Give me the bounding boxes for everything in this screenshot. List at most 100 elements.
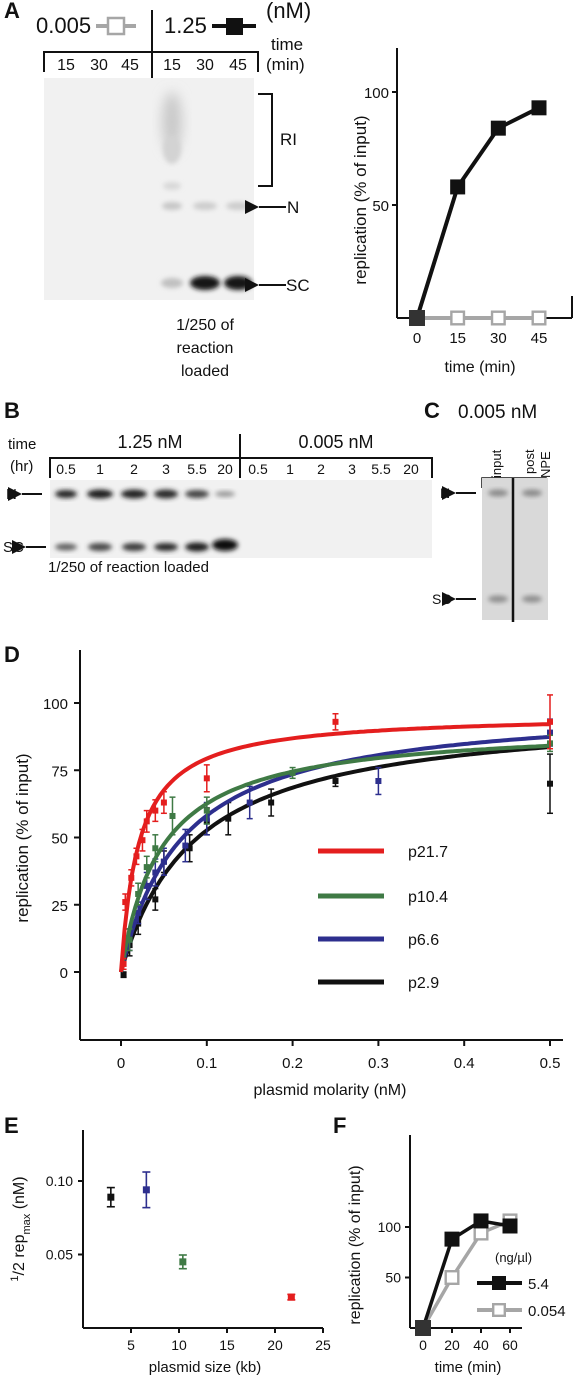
- legend-unit: (nM): [266, 0, 311, 23]
- x-tick-label: 0: [419, 1337, 427, 1353]
- data-point: [531, 310, 547, 326]
- y-axis-label: replication (% of input): [13, 753, 32, 922]
- y-tick-label: 100: [378, 1219, 402, 1235]
- gel-c: [482, 478, 548, 622]
- x-axis-label: plasmid size (kb): [149, 1359, 262, 1376]
- x-tick-label: 0.5: [540, 1055, 561, 1072]
- x-tick-label: 0: [117, 1055, 125, 1072]
- band-label-n: N: [440, 485, 450, 501]
- x-tick-label: 20: [444, 1337, 460, 1353]
- data-point: [142, 1186, 150, 1194]
- lane-label: 0.5: [248, 461, 268, 477]
- legend-label: p6.6: [408, 932, 439, 949]
- band-label-sc: SC: [432, 591, 451, 607]
- data-point: [186, 845, 193, 852]
- data-point: [152, 869, 159, 876]
- x-tick-label: 15: [449, 330, 466, 347]
- data-point: [133, 853, 140, 860]
- y-axis-label-part: 2: [11, 1262, 28, 1271]
- x-tick-label: 5: [127, 1337, 135, 1353]
- data-point: [502, 1218, 518, 1234]
- data-point: [169, 812, 176, 819]
- data-point: [179, 1258, 187, 1266]
- lane-label: 45: [121, 57, 139, 74]
- y-axis-label-part: (nM): [11, 1176, 28, 1213]
- data-point: [450, 179, 466, 195]
- y-tick-label: 25: [51, 898, 68, 915]
- legend-label: p21.7: [408, 844, 448, 861]
- data-point: [143, 864, 150, 871]
- y-tick-label: 100: [43, 696, 68, 713]
- time-unit-label: (hr): [10, 458, 33, 475]
- data-point: [152, 845, 159, 852]
- gel-b-caption: 1/250 of reaction loaded: [48, 559, 209, 576]
- data-point: [332, 778, 339, 785]
- lane-label: 1: [96, 461, 104, 477]
- band-label-sc: SC: [3, 539, 24, 556]
- data-point: [268, 799, 275, 806]
- data-point: [143, 818, 150, 825]
- data-point: [450, 310, 466, 326]
- lane-label: 5.5: [187, 461, 207, 477]
- data-point: [152, 896, 159, 903]
- lane-label: 45: [229, 57, 247, 74]
- legend-label: p2.9: [408, 975, 439, 992]
- data-point: [107, 1193, 115, 1201]
- lane-label: 30: [90, 57, 108, 74]
- y-tick-label: 50: [372, 198, 389, 215]
- x-tick-label: 60: [502, 1337, 518, 1353]
- time-label: time: [271, 35, 303, 54]
- legend-marker: [492, 1276, 506, 1290]
- x-tick-label: 40: [473, 1337, 489, 1353]
- gel-b-band-labels: N SC: [3, 486, 46, 556]
- data-point: [332, 718, 339, 725]
- x-tick-label: 45: [531, 330, 548, 347]
- y-axis-label: replication (% of input): [347, 1165, 364, 1324]
- group-label-high: 1.25 nM: [117, 432, 182, 452]
- lane-label: 15: [163, 57, 181, 74]
- series-line: [415, 106, 540, 319]
- data-point: [203, 807, 210, 814]
- gel-a: [44, 78, 254, 300]
- data-point: [547, 780, 553, 787]
- y-tick-label: 0.10: [46, 1173, 73, 1189]
- y-axis-label-part: max: [21, 1213, 33, 1234]
- series-line: [421, 1219, 511, 1329]
- data-point: [135, 909, 142, 916]
- lane-label-input: input: [489, 449, 504, 478]
- x-tick-label: 10: [171, 1337, 187, 1353]
- x-tick-label: 20: [267, 1337, 283, 1353]
- lane-label-post: post: [522, 449, 537, 474]
- y-axis-label-part: rep: [11, 1234, 28, 1262]
- x-tick-label: 0.4: [454, 1055, 475, 1072]
- x-axis-label: time (min): [435, 1359, 502, 1376]
- panel-label-b: B: [4, 398, 20, 423]
- data-point: [444, 1231, 460, 1247]
- data-point: [143, 882, 150, 889]
- fit-curve: [119, 743, 551, 973]
- lane-label: 15: [57, 57, 75, 74]
- svg-text:loaded: loaded: [181, 363, 229, 380]
- data-point: [409, 310, 425, 326]
- lane-label-npe: NPE: [538, 451, 553, 478]
- lane-label: 2: [317, 461, 325, 477]
- y-tick-label: 100: [364, 85, 389, 102]
- data-point: [152, 807, 159, 814]
- y-axis-label-part: 1: [9, 1275, 21, 1281]
- time-unit-label: (min): [266, 55, 305, 74]
- legend-label: 0.054: [528, 1303, 566, 1320]
- panel-c-lanes: input post NPE: [481, 449, 553, 488]
- x-axis-label: plasmid molarity (nM): [254, 1082, 407, 1099]
- lane-label: 3: [348, 461, 356, 477]
- x-axis-label: time (min): [444, 359, 515, 376]
- x-tick-label: 15: [219, 1337, 235, 1353]
- gel-b: [50, 480, 432, 558]
- lane-label: 5.5: [371, 461, 391, 477]
- panel-label-e: E: [4, 1113, 19, 1138]
- lane-label: 20: [403, 461, 419, 477]
- legend-low-value: 0.005: [36, 13, 91, 38]
- panel-label-c: C: [424, 398, 440, 423]
- data-point: [473, 1225, 489, 1241]
- y-tick-label: 0.05: [46, 1247, 73, 1263]
